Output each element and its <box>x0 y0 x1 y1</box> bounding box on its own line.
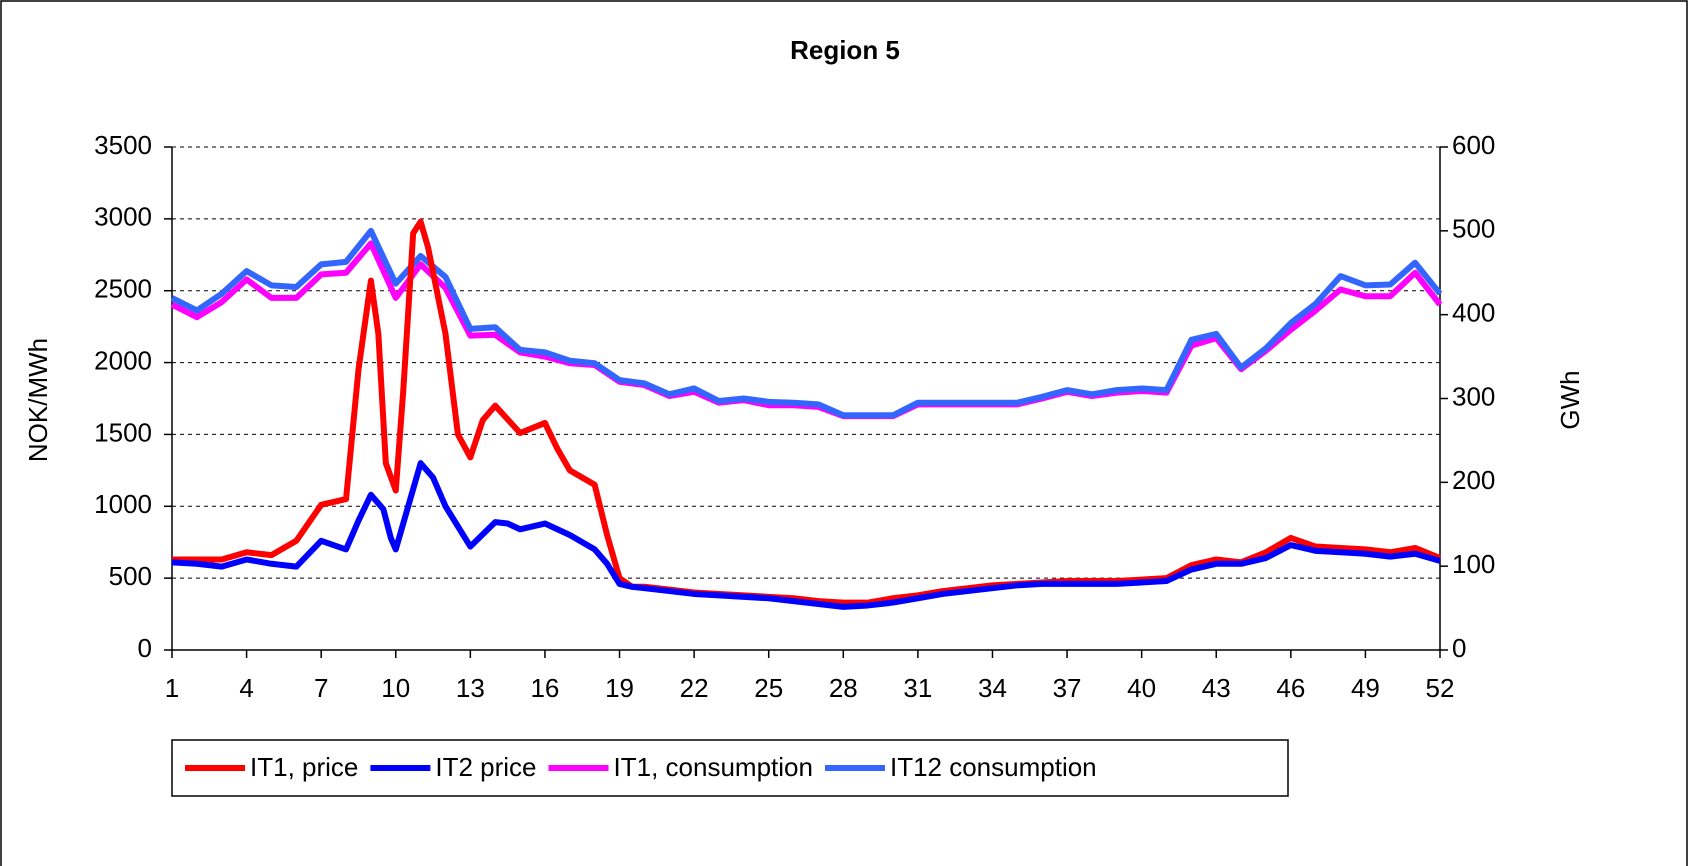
y2-axis-label: GWh <box>1555 370 1585 429</box>
series-line <box>171 460 1441 610</box>
x-tick-label: 7 <box>314 673 328 703</box>
x-tick-label: 4 <box>239 673 253 703</box>
y2-tick-label: 400 <box>1452 298 1495 328</box>
chart-title: Region 5 <box>790 35 900 65</box>
x-tick-label: 16 <box>530 673 559 703</box>
y-tick-label: 2500 <box>94 274 152 304</box>
y-tick-label: 1000 <box>94 489 152 519</box>
y2-tick-label: 500 <box>1452 214 1495 244</box>
series-line <box>170 227 1443 419</box>
x-tick-label: 22 <box>680 673 709 703</box>
legend-label: IT2 price <box>435 752 536 782</box>
y2-tick-label: 300 <box>1452 381 1495 411</box>
x-tick-label: 46 <box>1276 673 1305 703</box>
y-axis-label: NOK/MWh <box>23 338 53 462</box>
y-tick-label: 3500 <box>94 130 152 160</box>
y-tick-label: 500 <box>109 561 152 591</box>
y2-tick-label: 600 <box>1452 130 1495 160</box>
x-tick-label: 28 <box>829 673 858 703</box>
x-tick-label: 40 <box>1127 673 1156 703</box>
x-tick-label: 34 <box>978 673 1007 703</box>
x-tick-label: 10 <box>381 673 410 703</box>
x-tick-label: 43 <box>1202 673 1231 703</box>
y2-tick-label: 100 <box>1452 549 1495 579</box>
x-tick-label: 19 <box>605 673 634 703</box>
y2-tick-label: 200 <box>1452 465 1495 495</box>
legend-label: IT12 consumption <box>890 752 1097 782</box>
y-tick-label: 3000 <box>94 202 152 232</box>
x-tick-label: 37 <box>1053 673 1082 703</box>
x-tick-label: 31 <box>903 673 932 703</box>
legend-box <box>171 739 1289 797</box>
x-tick-label: 52 <box>1426 673 1455 703</box>
x-tick-label: 1 <box>165 673 179 703</box>
x-tick-label: 25 <box>754 673 783 703</box>
y-tick-label: 0 <box>138 633 152 663</box>
y-tick-label: 1500 <box>94 417 152 447</box>
x-tick-label: 49 <box>1351 673 1380 703</box>
legend-label: IT1, price <box>250 752 358 782</box>
x-tick-label: 13 <box>456 673 485 703</box>
y2-tick-label: 0 <box>1452 633 1466 663</box>
y-tick-label: 2000 <box>94 345 152 375</box>
legend-label: IT1, consumption <box>614 752 813 782</box>
